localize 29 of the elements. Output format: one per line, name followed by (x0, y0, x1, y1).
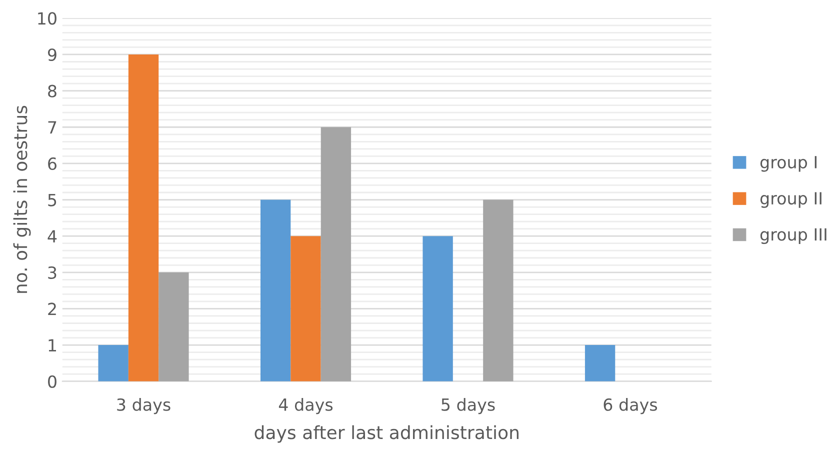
y-tick-label: 0 (48, 375, 56, 388)
bar (260, 200, 291, 382)
y-tick-label: 4 (48, 230, 57, 242)
y-tick-label: 7 (48, 121, 56, 134)
legend-label: group II (760, 192, 822, 208)
y-tick-label: 1 (48, 339, 56, 352)
y-tick-label: 2 (48, 302, 56, 316)
bar (584, 345, 616, 382)
y-tick-label: 5 (48, 194, 56, 206)
bar (483, 200, 514, 382)
y-tick-label: 10 (38, 12, 56, 25)
bar (98, 345, 128, 382)
y-tick-label: 6 (48, 157, 56, 170)
bar (128, 54, 159, 382)
legend-label: group III (760, 228, 826, 244)
x-tick-label: 6 days (604, 398, 658, 414)
bar (290, 236, 321, 382)
bar (320, 127, 352, 382)
legend-label: group I (760, 156, 816, 172)
bar (158, 272, 189, 382)
bar (422, 236, 453, 382)
y-tick-label: 3 (48, 266, 56, 279)
x-tick-label: 5 days (442, 398, 495, 414)
y-tick-label: 8 (48, 84, 56, 98)
x-tick-label: 4 days (278, 398, 333, 414)
y-axis-title: no. of gilts in oestrus (13, 106, 31, 293)
x-tick-label: 3 days (117, 398, 170, 414)
x-axis-title: days after last administration (254, 425, 518, 443)
y-tick-label: 9 (48, 48, 56, 62)
